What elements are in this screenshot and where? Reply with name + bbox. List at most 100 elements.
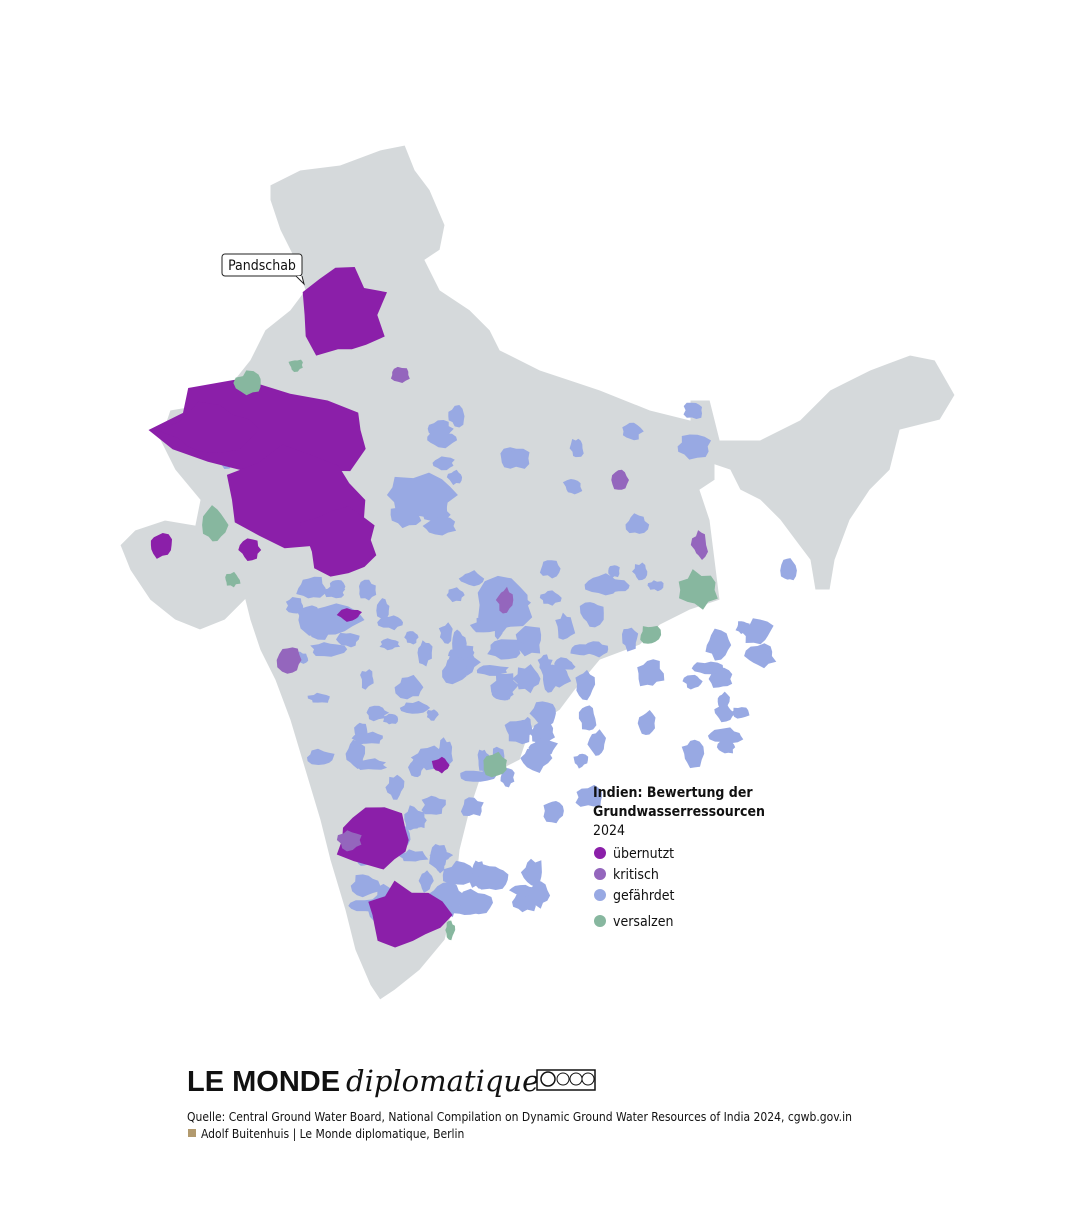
legend-label: übernutzt: [613, 846, 674, 862]
region-critical: [390, 366, 410, 383]
region-endangered: [691, 661, 724, 675]
region-endangered: [740, 618, 774, 645]
region-endangered: [569, 438, 584, 458]
credit-square: [188, 1129, 196, 1137]
region-endangered: [360, 669, 374, 690]
region-endangered: [307, 748, 335, 765]
region-endangered: [575, 669, 596, 701]
region-endangered: [647, 580, 664, 592]
region-endangered: [357, 758, 388, 770]
region-endangered: [460, 797, 484, 816]
region-endangered: [426, 709, 439, 721]
legend: übernutzt kritisch gefährdet versalzen: [594, 846, 675, 930]
region-endangered: [625, 513, 650, 534]
region-endangered: [584, 573, 620, 596]
region-endangered: [579, 602, 604, 628]
region-endangered: [487, 639, 524, 660]
region-critical: [611, 469, 629, 490]
region-endangered: [422, 516, 457, 536]
region-critical: [690, 530, 708, 560]
region-endangered: [359, 579, 377, 601]
region-endangered: [682, 674, 703, 690]
region-endangered: [418, 870, 434, 893]
region-endangered: [379, 638, 401, 651]
region-endangered: [570, 644, 593, 656]
region-endangered: [376, 598, 390, 620]
cc-badge: [536, 1069, 596, 1091]
region-endangered: [587, 729, 606, 756]
region-overused: [368, 880, 453, 948]
region-endangered: [622, 422, 644, 441]
region-saline: [445, 920, 456, 941]
source: Quelle: Central Ground Water Board, Nati…: [187, 1110, 852, 1124]
label-callout: Pandschab: [221, 253, 305, 286]
legend-label: versalzen: [613, 914, 674, 930]
region-endangered: [575, 784, 602, 807]
region-saline: [202, 505, 229, 542]
region-critical: [495, 586, 514, 614]
region-endangered: [520, 858, 542, 887]
region-endangered: [329, 580, 346, 596]
region-overused: [336, 608, 362, 622]
region-endangered: [446, 469, 463, 486]
region-critical: [276, 647, 302, 674]
region-endangered: [555, 612, 576, 640]
region-endangered: [707, 727, 744, 744]
region-endangered: [404, 805, 422, 831]
region-endangered: [455, 888, 493, 915]
credit: Adolf Buitenhuis | Le Monde diplomatique…: [201, 1127, 464, 1141]
label-box: [221, 253, 303, 277]
region-endangered: [427, 420, 454, 438]
region-saline: [233, 370, 261, 396]
legend-swatch: [594, 868, 606, 880]
regions: [148, 267, 797, 948]
region-endangered: [509, 884, 535, 897]
region-saline: [483, 751, 507, 778]
region-endangered: [608, 565, 620, 579]
region-overused: [431, 756, 450, 774]
region-endangered: [744, 643, 777, 669]
region-endangered: [637, 710, 656, 735]
region-endangered: [448, 405, 465, 428]
region-critical: [336, 830, 362, 852]
region-endangered: [504, 720, 533, 745]
brand: LE MONDE: [187, 1066, 340, 1098]
region-endangered: [539, 590, 562, 606]
region-endangered: [681, 739, 705, 769]
region-endangered: [398, 849, 429, 862]
region-endangered: [573, 753, 589, 769]
region-endangered: [714, 703, 736, 723]
region-saline: [640, 625, 662, 644]
region-endangered: [578, 705, 597, 731]
region-label: Pandschab: [228, 258, 296, 274]
region-endangered: [438, 622, 453, 644]
region-endangered: [386, 472, 458, 518]
region-endangered: [417, 640, 433, 667]
region-endangered: [529, 701, 556, 727]
region-endangered: [780, 558, 797, 581]
region-endangered: [509, 450, 525, 464]
region-saline: [678, 569, 718, 610]
region-endangered: [399, 700, 431, 714]
region-endangered: [512, 625, 542, 657]
region-endangered: [528, 881, 551, 909]
region-endangered: [731, 707, 750, 719]
region-endangered: [705, 628, 732, 661]
legend-label: kritisch: [613, 867, 659, 883]
region-endangered: [310, 642, 348, 657]
region-endangered: [512, 664, 541, 694]
region-endangered: [476, 665, 509, 676]
region-endangered: [677, 434, 712, 460]
legend-swatch: [594, 915, 606, 927]
region-endangered: [528, 738, 558, 757]
region-endangered: [351, 731, 383, 744]
region-endangered: [539, 560, 561, 579]
region-endangered: [432, 456, 455, 471]
region-endangered: [622, 627, 639, 652]
region-endangered: [383, 713, 399, 725]
region-endangered: [427, 433, 458, 449]
region-endangered: [448, 645, 475, 658]
region-endangered: [385, 774, 405, 800]
